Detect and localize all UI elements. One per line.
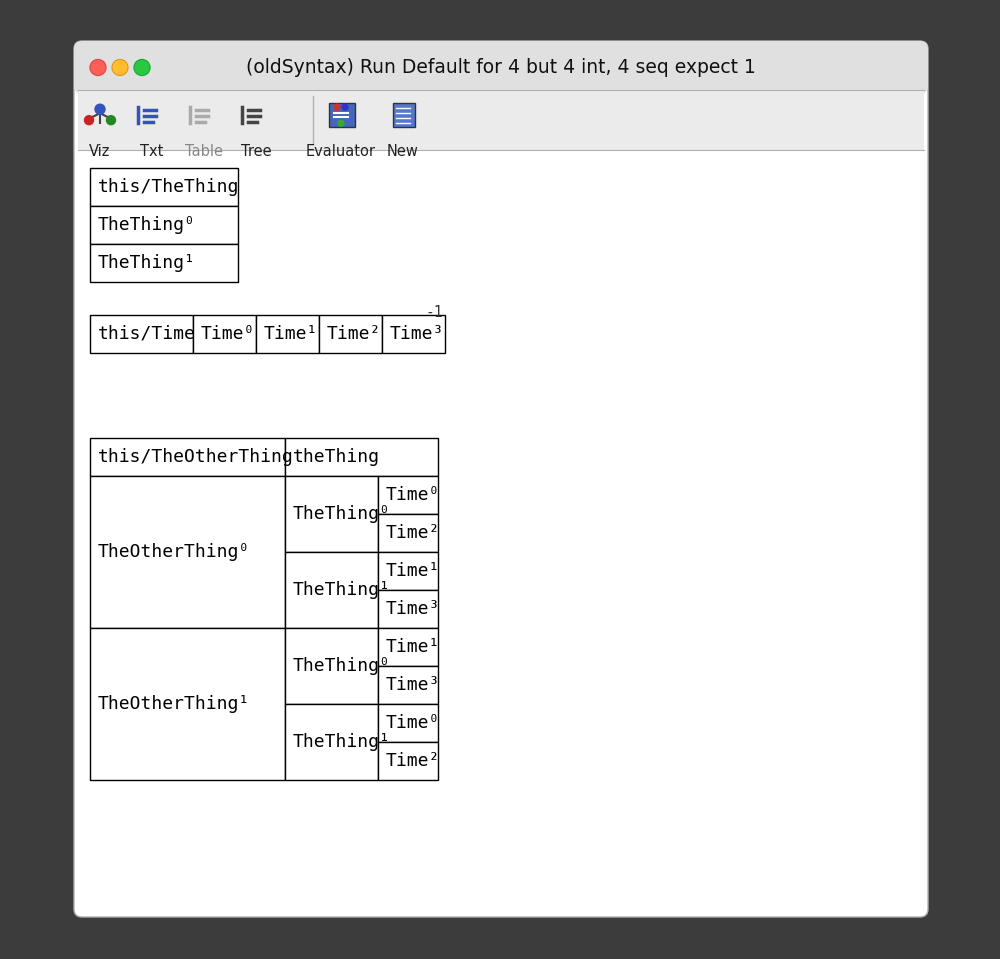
Circle shape	[84, 116, 94, 125]
Bar	[285, 628, 378, 704]
Bar	[90, 168, 238, 206]
Bar	[378, 666, 438, 704]
Circle shape	[106, 116, 116, 125]
Text: Time²: Time²	[327, 325, 381, 343]
FancyBboxPatch shape	[74, 41, 928, 94]
Text: Time¹: Time¹	[386, 562, 440, 580]
Text: Time¹: Time¹	[264, 325, 318, 343]
Bar	[285, 552, 378, 628]
Bar	[378, 704, 438, 742]
Bar	[256, 315, 319, 353]
Text: Viz: Viz	[89, 144, 111, 159]
Text: Evaluator: Evaluator	[306, 144, 376, 159]
FancyBboxPatch shape	[74, 41, 928, 917]
Bar	[90, 628, 285, 780]
Bar	[378, 742, 438, 780]
Text: Time³: Time³	[386, 676, 440, 694]
Text: Time²: Time²	[386, 524, 440, 542]
Circle shape	[338, 120, 344, 127]
Bar	[378, 514, 438, 552]
Bar	[285, 704, 378, 780]
Bar	[382, 315, 445, 353]
Text: this/TheThing: this/TheThing	[98, 178, 239, 196]
Text: -1: -1	[426, 305, 443, 320]
Bar	[90, 476, 285, 628]
Bar	[393, 104, 415, 128]
Text: Time⁰: Time⁰	[386, 714, 440, 732]
Text: New: New	[387, 144, 419, 159]
Text: this/Time: this/Time	[98, 325, 196, 343]
Text: TheThing¹: TheThing¹	[293, 733, 391, 751]
Bar	[193, 315, 256, 353]
Text: Table: Table	[185, 144, 223, 159]
Bar	[319, 315, 382, 353]
Text: TheOtherThing¹: TheOtherThing¹	[98, 695, 250, 713]
Circle shape	[95, 105, 105, 114]
Text: Time³: Time³	[386, 600, 440, 618]
Bar	[378, 552, 438, 590]
Text: Tree: Tree	[241, 144, 271, 159]
Text: TheOtherThing⁰: TheOtherThing⁰	[98, 543, 250, 561]
Bar	[90, 206, 238, 244]
Text: theThing: theThing	[293, 448, 380, 466]
Text: Time¹: Time¹	[386, 638, 440, 656]
Bar	[285, 438, 438, 476]
Bar	[90, 438, 285, 476]
Text: TheThing¹: TheThing¹	[293, 581, 391, 599]
Text: (oldSyntax) Run Default for 4 but 4 int, 4 seq expect 1: (oldSyntax) Run Default for 4 but 4 int,…	[246, 58, 756, 77]
Text: Time⁰: Time⁰	[386, 486, 440, 504]
Bar	[378, 476, 438, 514]
Circle shape	[342, 105, 348, 110]
Circle shape	[134, 59, 150, 76]
Text: Time³: Time³	[390, 325, 444, 343]
Text: Time²: Time²	[386, 752, 440, 770]
Text: TheThing⁰: TheThing⁰	[98, 216, 196, 234]
Bar	[78, 80, 924, 90]
Text: this/TheOtherThing: this/TheOtherThing	[98, 448, 294, 466]
Circle shape	[90, 59, 106, 76]
Text: TheThing⁰: TheThing⁰	[293, 657, 391, 675]
Bar	[90, 315, 193, 353]
Bar	[378, 628, 438, 666]
Bar	[285, 476, 378, 552]
Circle shape	[334, 105, 340, 110]
Bar	[90, 244, 238, 282]
Bar	[329, 104, 355, 128]
Text: Time⁰: Time⁰	[201, 325, 255, 343]
Text: TheThing⁰: TheThing⁰	[293, 505, 391, 523]
Bar	[378, 590, 438, 628]
Text: TheThing¹: TheThing¹	[98, 254, 196, 272]
Bar	[78, 90, 924, 150]
Text: Txt: Txt	[140, 144, 164, 159]
Circle shape	[112, 59, 128, 76]
